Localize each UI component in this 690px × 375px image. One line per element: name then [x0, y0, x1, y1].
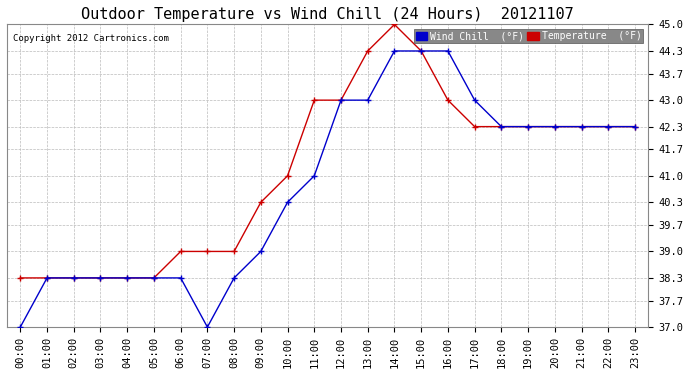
Legend: Wind Chill  (°F), Temperature  (°F): Wind Chill (°F), Temperature (°F) [413, 29, 644, 43]
Text: Copyright 2012 Cartronics.com: Copyright 2012 Cartronics.com [13, 34, 169, 43]
Title: Outdoor Temperature vs Wind Chill (24 Hours)  20121107: Outdoor Temperature vs Wind Chill (24 Ho… [81, 7, 574, 22]
